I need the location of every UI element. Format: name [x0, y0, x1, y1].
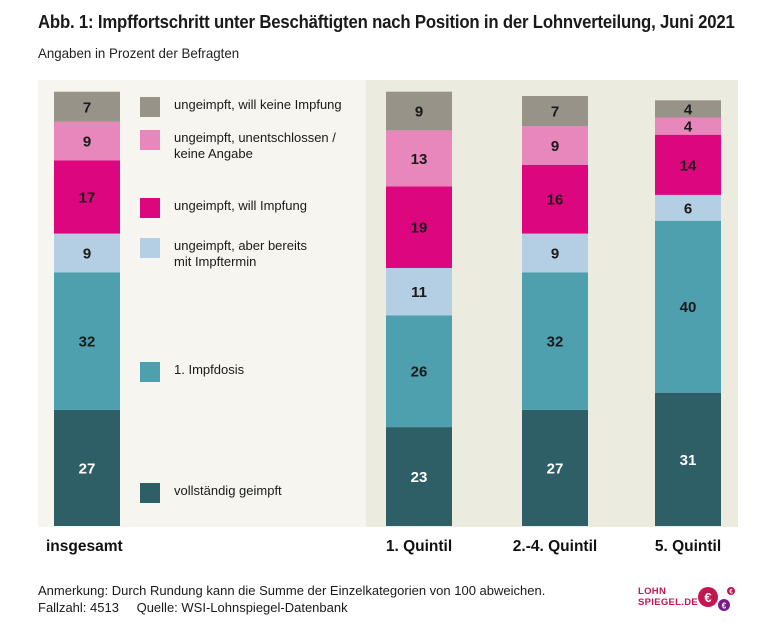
- bar-value-label: 16: [547, 192, 564, 209]
- bar-value-label: 23: [411, 469, 428, 486]
- category-label: 5. Quintil: [655, 538, 721, 555]
- bar-segment: [386, 268, 452, 316]
- bar-value-label: 4: [684, 101, 693, 118]
- svg-text:€: €: [722, 602, 727, 611]
- bar-value-label: 7: [83, 99, 91, 116]
- legend-item: ungeimpft, aber bereits mit Impftermin: [140, 238, 364, 270]
- bar-value-label: 31: [680, 452, 697, 469]
- bar-segment: [522, 164, 588, 234]
- bar-segment: [522, 96, 588, 127]
- chart-title: Abb. 1: Impffortschritt unter Beschäftig…: [38, 12, 735, 32]
- bar-segment: [655, 100, 721, 118]
- bar-segment: [655, 220, 721, 393]
- bar-segment: [655, 392, 721, 526]
- bar-value-label: 9: [83, 134, 91, 151]
- legend-swatch: [140, 130, 160, 150]
- legend-item: ungeimpft, will keine Impfung: [140, 97, 364, 117]
- bar-value-label: 14: [680, 157, 697, 174]
- legend-item: 1. Impfdosis: [140, 362, 364, 382]
- bar-segment: [655, 117, 721, 135]
- bar-value-label: 27: [547, 460, 564, 477]
- bar-value-label: 40: [680, 299, 697, 316]
- legend-label: 1. Impfdosis: [174, 362, 245, 377]
- bar-value-label: 4: [684, 119, 693, 136]
- bar-segment: [54, 160, 120, 234]
- category-label: 2.-4. Quintil: [513, 538, 597, 555]
- legend-item: ungeimpft, will Impfung: [140, 198, 364, 218]
- lohnspiegel-logo[interactable]: LOHN SPIEGEL.DE € € €: [638, 582, 740, 616]
- category-label: insgesamt: [46, 538, 123, 555]
- bar-value-label: 9: [415, 104, 423, 121]
- legend-label: ungeimpft, will Impfung: [174, 198, 307, 213]
- bar-segment: [522, 126, 588, 165]
- bar-segment: [386, 315, 452, 428]
- legend-label: vollständig geimpft: [174, 483, 282, 498]
- bar-segment: [655, 194, 721, 221]
- bar-value-label: 13: [411, 151, 428, 168]
- bar-segment: [522, 233, 588, 273]
- legend-swatch: [140, 483, 160, 503]
- bar-segment: [54, 91, 120, 122]
- chart-subtitle: Angaben in Prozent der Befragten: [38, 45, 240, 61]
- bar-segment: [54, 233, 120, 273]
- cases-label: Fallzahl:: [38, 600, 87, 615]
- bar-segment: [386, 130, 452, 187]
- bar-value-label: 6: [684, 200, 692, 217]
- bar-value-label: 19: [411, 220, 428, 237]
- svg-text:€: €: [704, 590, 711, 605]
- legend-swatch: [140, 198, 160, 218]
- legend-swatch: [140, 362, 160, 382]
- source-text: Quelle: WSI-Lohnspiegel-Datenbank: [136, 600, 348, 615]
- bar-value-label: 32: [547, 334, 564, 351]
- legend-item: ungeimpft, unentschlossen / keine Angabe: [140, 130, 364, 162]
- bar-value-label: 9: [83, 245, 91, 262]
- legend-item: vollständig geimpft: [140, 483, 364, 503]
- bar-value-label: 17: [79, 190, 96, 207]
- euro-coins-icon: € € €: [698, 587, 735, 611]
- bar-segment: [386, 91, 452, 131]
- legend-swatch: [140, 238, 160, 258]
- bar-value-label: 26: [411, 364, 428, 381]
- bar-value-label: 27: [79, 460, 96, 477]
- bar-segment: [386, 186, 452, 268]
- bar-segment: [522, 272, 588, 410]
- rounding-remark: Anmerkung: Durch Rundung kann die Summe …: [38, 583, 546, 598]
- bar-value-label: 9: [551, 245, 559, 262]
- svg-text:€: €: [729, 590, 733, 596]
- bar-segment: [522, 409, 588, 526]
- bar-value-label: 32: [79, 334, 96, 351]
- bar-value-label: 11: [411, 284, 427, 301]
- bar-segment: [54, 272, 120, 410]
- bar-segment: [655, 134, 721, 195]
- logo-wordmark: LOHN SPIEGEL.DE: [638, 586, 699, 608]
- chart-notes: Anmerkung: Durch Rundung kann die Summe …: [38, 582, 545, 616]
- legend-label: ungeimpft, will keine Impfung: [174, 97, 342, 112]
- legend-label: ungeimpft, unentschlossen / keine Angabe: [174, 130, 336, 161]
- cases-value: 4513: [90, 600, 119, 615]
- bar-segment: [54, 121, 120, 161]
- bar-value-label: 7: [551, 104, 559, 121]
- bar-segment: [54, 409, 120, 526]
- legend-label: ungeimpft, aber bereits mit Impftermin: [174, 238, 307, 269]
- bar-value-label: 9: [551, 138, 559, 155]
- bar-segment: [386, 427, 452, 526]
- legend-swatch: [140, 97, 160, 117]
- category-label: 1. Quintil: [386, 538, 452, 555]
